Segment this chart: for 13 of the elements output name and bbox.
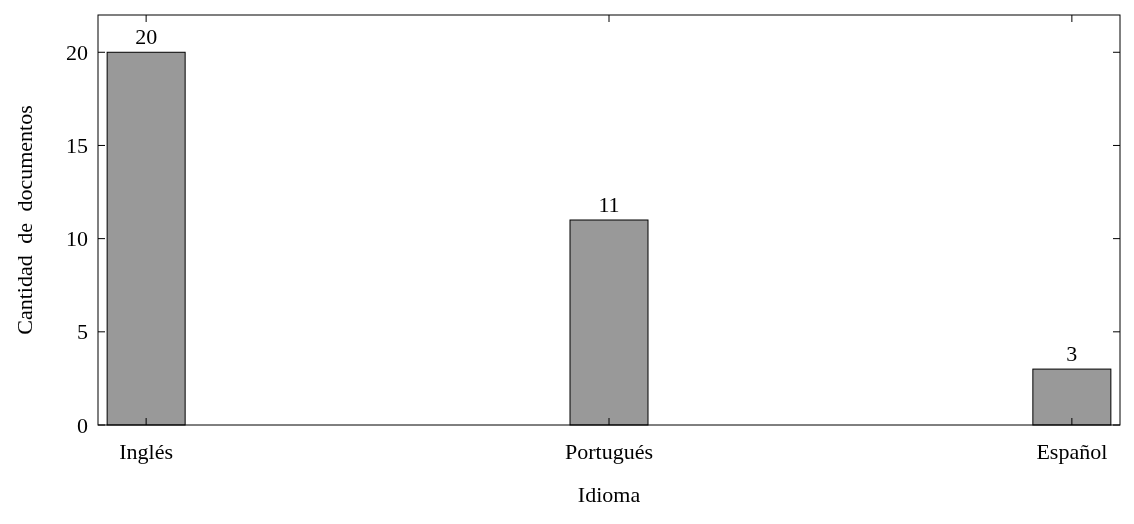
y-tick-label: 15 [66, 132, 88, 158]
x-tick-label: Portugués [565, 439, 653, 464]
y-axis-title: Cantidad de documentos [12, 105, 37, 335]
data-label: 20 [135, 24, 158, 50]
x-tick-label: Español [1036, 439, 1108, 464]
y-tick-label: 5 [77, 319, 88, 345]
data-label: 11 [598, 192, 620, 217]
y-tick-label: 0 [77, 412, 88, 438]
y-tick-label: 20 [66, 39, 88, 65]
x-axis-title: Idioma [577, 482, 641, 507]
x-tick-label: Inglés [119, 439, 174, 464]
data-label: 3 [1066, 341, 1078, 367]
y-tick-label: 10 [66, 226, 88, 252]
